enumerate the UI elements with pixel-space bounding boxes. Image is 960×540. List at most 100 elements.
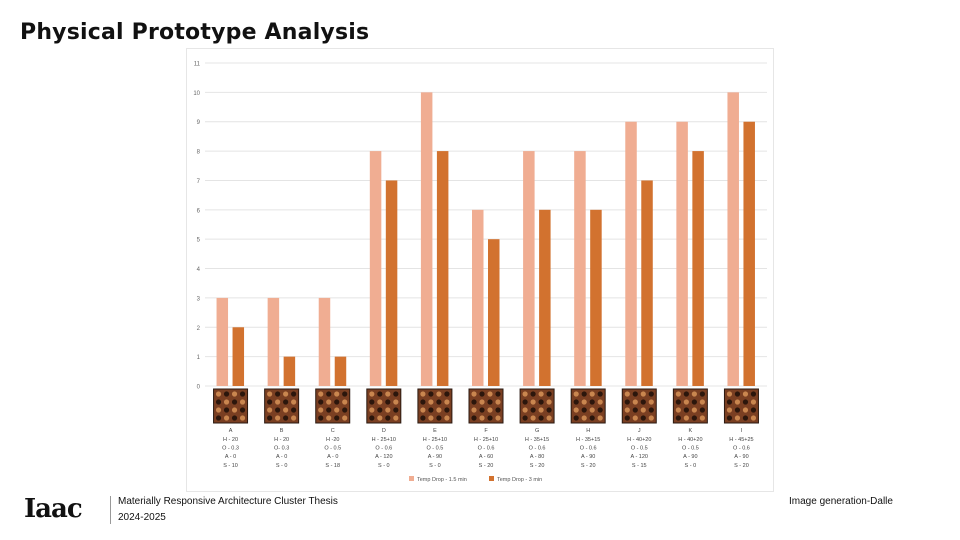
bar [590, 209, 602, 386]
category-detail-label: H - 40+20 [678, 437, 702, 443]
y-tick-label: 1 [197, 355, 201, 361]
category-detail-label: A - 0 [327, 454, 338, 460]
prototype-photo-icon [519, 388, 555, 424]
bar [743, 121, 755, 387]
y-tick-label: 7 [197, 179, 201, 185]
category-detail-label: S - 18 [325, 463, 340, 469]
category-label: A [229, 428, 233, 434]
prototype-photo-icon [468, 388, 504, 424]
prototype-photo-icon [417, 388, 453, 424]
category-detail-label: S - 20 [479, 463, 494, 469]
category-label: H [586, 428, 590, 434]
y-tick-label: 6 [197, 208, 201, 214]
category-detail-label: S - 15 [632, 463, 647, 469]
bar [692, 151, 704, 386]
y-tick-label: 11 [194, 62, 201, 68]
category-label: E [433, 428, 437, 434]
category-detail-label: A - 120 [375, 454, 392, 460]
category-detail-label: A - 0 [225, 454, 236, 460]
legend-label: Temp Drop - 3 min [497, 477, 542, 483]
category-detail-label: H - 20 [223, 437, 238, 443]
category-label: I [741, 428, 743, 434]
category-label: J [638, 428, 641, 434]
category-detail-label: O - 0.5 [427, 446, 444, 452]
category-detail-label: A - 90 [428, 454, 442, 460]
bar [369, 151, 382, 386]
legend-label: Temp Drop - 1.5 min [417, 477, 467, 483]
category-detail-label: S - 20 [530, 463, 545, 469]
bar [676, 121, 688, 387]
category-label: G [535, 428, 539, 434]
category-detail-label: A - 60 [479, 454, 493, 460]
category-detail-label: H - 20 [274, 437, 289, 443]
category-detail-label: O - 0.3 [222, 446, 239, 452]
category-detail-label: S - 10 [223, 463, 238, 469]
category-detail-label: A - 80 [530, 454, 544, 460]
category-detail-label: H - 35+15 [576, 437, 600, 443]
bar [232, 327, 245, 386]
category-detail-label: O - 0.6 [375, 446, 392, 452]
category-label: K [689, 428, 693, 434]
footer-program: Materially Responsive Architecture Clust… [118, 496, 338, 507]
prototype-photo-icon [672, 388, 708, 424]
category-detail-label: H - 25+10 [372, 437, 396, 443]
bar [436, 151, 449, 386]
category-label: B [280, 428, 284, 434]
prototype-photo-icon [621, 388, 657, 424]
category-detail-label: H - 40+20 [627, 437, 651, 443]
category-detail-label: O - 0.6 [580, 446, 597, 452]
bar [420, 92, 433, 386]
bar [539, 209, 551, 386]
category-detail-label: A - 120 [631, 454, 648, 460]
image-credit: Image generation-Dalle [789, 496, 893, 507]
y-tick-label: 8 [197, 150, 201, 156]
bar [641, 180, 653, 386]
category-detail-label: S - 20 [734, 463, 749, 469]
prototype-photo-icon [213, 388, 249, 424]
y-tick-label: 3 [197, 296, 201, 302]
legend-swatch [409, 476, 414, 481]
footer-year: 2024-2025 [118, 512, 166, 523]
category-detail-label: O - 0.6 [733, 446, 750, 452]
bar-chart: 0 1 2 3 4 5 6 7 8 9 10 11 A H - 20 O - 0.3 A - 0 S - 10 B… [186, 48, 774, 492]
category-detail-label: O - 0.6 [478, 446, 495, 452]
bar [385, 180, 398, 386]
y-tick-label: 9 [197, 120, 201, 126]
category-detail-label: A - 0 [276, 454, 287, 460]
prototype-photo-icon [723, 388, 759, 424]
category-detail-label: H -20 [326, 437, 339, 443]
category-detail-label: O - 0.6 [529, 446, 546, 452]
bar [318, 297, 331, 386]
y-tick-label: 0 [197, 385, 201, 391]
category-detail-label: A - 90 [683, 454, 697, 460]
category-detail-label: H - 25+10 [474, 437, 498, 443]
category-label: F [484, 428, 488, 434]
prototype-photo-icon [315, 388, 351, 424]
category-detail-label: S - 20 [581, 463, 596, 469]
bar [488, 239, 500, 386]
category-detail-label: S - 0 [378, 463, 390, 469]
prototype-photo-icon [366, 388, 402, 424]
bar [267, 297, 280, 386]
bar [216, 297, 229, 386]
category-detail-label: A - 90 [734, 454, 748, 460]
y-tick-label: 2 [197, 326, 201, 332]
category-detail-label: O - 0.5 [324, 446, 341, 452]
category-detail-label: O - 0.5 [631, 446, 648, 452]
category-detail-label: H - 45+25 [729, 437, 753, 443]
bar [472, 209, 484, 386]
category-detail-label: S - 0 [429, 463, 441, 469]
prototype-photo-icon [264, 388, 300, 424]
bar [727, 92, 739, 386]
category-detail-label: S - 0 [685, 463, 697, 469]
bar [283, 356, 296, 386]
logo-divider [110, 496, 111, 524]
footer: Iaac Materially Responsive Architecture … [0, 490, 960, 530]
category-detail-label: A - 90 [581, 454, 595, 460]
category-detail-label: S - 0 [276, 463, 288, 469]
bar [523, 151, 535, 386]
category-detail-label: O - 0.5 [682, 446, 699, 452]
slide-title: Physical Prototype Analysis [20, 20, 370, 45]
category-detail-label: O- 0.3 [274, 446, 289, 452]
bar [334, 356, 347, 386]
